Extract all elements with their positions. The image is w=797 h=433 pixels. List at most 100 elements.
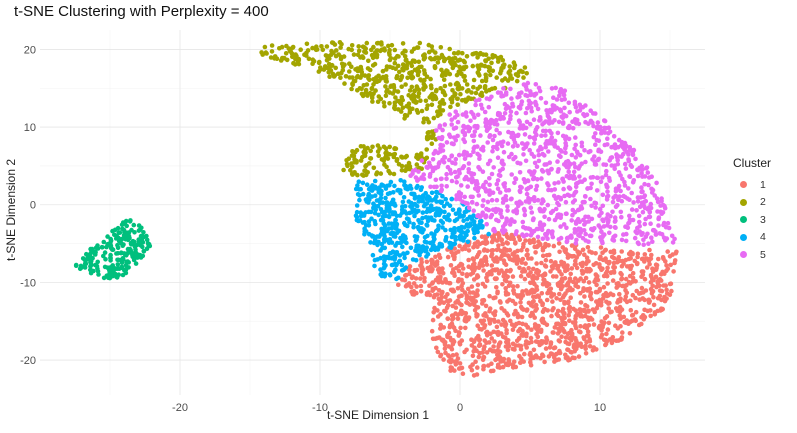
data-point [581, 269, 586, 275]
data-point [424, 223, 430, 228]
data-point [551, 95, 556, 100]
data-point [490, 68, 496, 74]
data-point [367, 67, 373, 73]
data-point [470, 63, 476, 69]
data-point [519, 260, 525, 265]
data-points [73, 40, 679, 378]
data-point [496, 344, 501, 349]
data-point [544, 253, 550, 258]
data-point [447, 354, 452, 359]
data-point [646, 241, 651, 246]
data-point [612, 233, 618, 239]
data-point [494, 181, 500, 187]
data-point [502, 62, 507, 67]
data-point [615, 202, 620, 208]
data-point [349, 86, 354, 92]
data-point [374, 52, 380, 58]
data-point [422, 235, 428, 240]
data-point [500, 139, 506, 144]
data-point [497, 168, 503, 174]
data-point [620, 330, 625, 335]
data-point [546, 216, 552, 222]
data-point [553, 206, 559, 212]
data-point [545, 113, 551, 119]
data-point [477, 73, 482, 78]
data-point [477, 326, 483, 332]
data-point [419, 166, 425, 171]
data-point [630, 275, 636, 281]
data-point [505, 347, 511, 353]
data-point [563, 146, 568, 151]
data-point [403, 265, 409, 270]
data-point [570, 320, 576, 325]
data-point [476, 185, 482, 191]
data-point [442, 155, 448, 160]
data-point [430, 157, 436, 162]
data-point [567, 309, 572, 314]
data-point [521, 206, 527, 212]
data-point [360, 180, 366, 186]
data-point [394, 158, 400, 163]
data-point [363, 90, 369, 95]
data-point [595, 289, 600, 295]
data-point [641, 199, 647, 205]
data-point [519, 141, 525, 146]
data-point [542, 359, 547, 365]
data-point [634, 230, 640, 236]
data-point [397, 69, 402, 75]
data-point [382, 239, 387, 244]
data-point [386, 168, 391, 174]
data-point [525, 80, 531, 86]
data-point [410, 274, 416, 280]
data-point [508, 318, 513, 324]
data-point [575, 207, 581, 213]
data-point [363, 229, 369, 234]
data-point [506, 129, 511, 135]
data-point [590, 174, 596, 180]
data-point [359, 69, 365, 75]
data-point [649, 174, 654, 179]
data-point [562, 329, 567, 335]
data-point [487, 192, 492, 197]
data-point [467, 125, 473, 131]
data-point [656, 215, 662, 220]
data-point [586, 219, 591, 224]
data-point [325, 53, 330, 59]
data-point [413, 238, 419, 243]
data-point [429, 246, 435, 252]
data-point [426, 130, 432, 135]
data-point [633, 318, 638, 324]
data-point [641, 194, 647, 200]
data-point [612, 142, 618, 147]
data-point [409, 72, 414, 78]
data-point [618, 209, 624, 215]
data-point [441, 204, 447, 209]
data-point [555, 331, 561, 336]
data-point [519, 306, 525, 311]
data-point [558, 107, 563, 113]
data-point [528, 89, 533, 94]
data-point [581, 278, 587, 284]
data-point [620, 151, 626, 157]
data-point [626, 221, 631, 226]
data-point [369, 95, 375, 101]
legend-label: 4 [760, 231, 766, 244]
data-point [586, 121, 591, 126]
data-point [424, 155, 430, 161]
data-point [490, 248, 496, 253]
data-point [548, 210, 554, 215]
data-point [485, 127, 491, 132]
data-point [615, 308, 620, 314]
data-point [411, 192, 417, 198]
data-point [531, 195, 537, 200]
data-point [393, 95, 398, 100]
data-point [479, 90, 485, 96]
data-point [546, 287, 552, 293]
data-point [316, 60, 322, 66]
data-point [344, 161, 350, 167]
data-point [355, 52, 361, 58]
data-point [556, 119, 562, 125]
data-point [570, 254, 575, 259]
data-point [407, 267, 412, 273]
